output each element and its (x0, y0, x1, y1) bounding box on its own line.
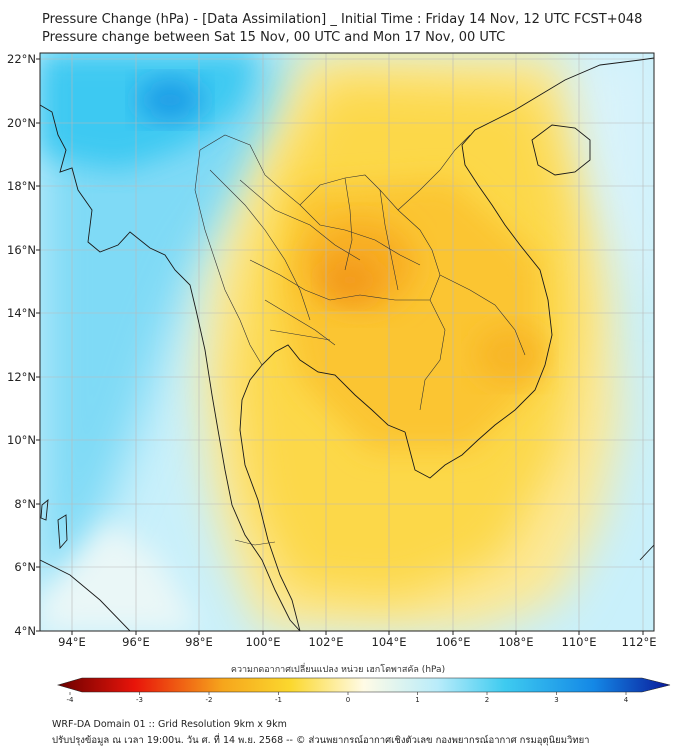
lon-label: 104°E (372, 635, 407, 649)
lon-label: 106°E (436, 635, 471, 649)
colorbar-tick-label: 4 (624, 696, 629, 704)
lat-label: 22°N (7, 52, 36, 66)
map-subtitle: Pressure change between Sat 15 Nov, 00 U… (42, 30, 506, 45)
footer-domain-info: WRF-DA Domain 01 :: Grid Resolution 9km … (52, 719, 287, 730)
graticule (40, 53, 654, 631)
country-borders (194, 134, 526, 546)
colorbar-tick-label: -2 (206, 696, 213, 704)
pressure-field (40, 53, 654, 631)
lat-label: 8°N (14, 497, 36, 511)
lat-label: 4°N (14, 624, 36, 638)
lon-label: 100°E (246, 635, 281, 649)
lon-label: 98°E (185, 635, 213, 649)
lon-label: 102°E (309, 635, 344, 649)
lon-label: 110°E (562, 635, 597, 649)
lon-label: 108°E (499, 635, 534, 649)
colorbar-tick-label: 1 (415, 696, 419, 704)
lat-label: 14°N (7, 306, 36, 320)
colorbar-title: ความกดอากาศเปลี่ยนแปลง หน่วย เฮกโตพาสคัล… (230, 665, 446, 675)
map-title: Pressure Change (hPa) - [Data Assimilati… (42, 12, 643, 27)
footer-credit: ปรับปรุงข้อมูล ณ เวลา 19:00น. วัน ศ. ที่… (52, 735, 590, 746)
colorbar-tick-label: 3 (554, 696, 558, 704)
map-frame (39, 52, 655, 632)
colorbar-tick-label: -4 (67, 696, 75, 704)
lat-label: 12°N (7, 370, 36, 384)
pressure-change-map: 22°N 20°N 18°N 16°N 14°N 12°N 10°N 8°N 6… (7, 52, 657, 649)
colorbar-tick-label: -1 (275, 696, 282, 704)
lon-label: 112°E (622, 635, 657, 649)
colorbar-tick-label: -3 (136, 696, 143, 704)
lat-label: 18°N (7, 179, 36, 193)
lat-label: 10°N (7, 433, 36, 447)
colorbar: -4 -3 -2 -1 0 1 2 3 4 (56, 677, 671, 704)
lon-label: 94°E (58, 635, 86, 649)
colorbar-tick-label: 2 (485, 696, 489, 704)
lat-label: 6°N (14, 560, 36, 574)
lat-label: 20°N (7, 116, 36, 130)
colorbar-tick-label: 0 (346, 696, 350, 704)
lat-label: 16°N (7, 243, 36, 257)
colorbar-gradient (56, 677, 671, 693)
lon-label: 96°E (122, 635, 150, 649)
